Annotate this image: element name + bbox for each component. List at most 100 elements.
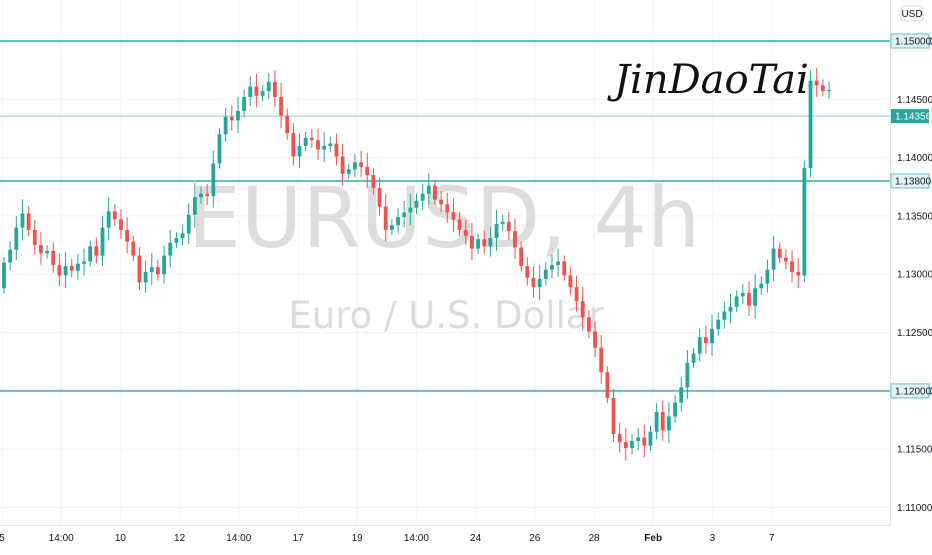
candle-body — [513, 231, 517, 248]
y-tick-label: 1.14500 — [897, 95, 932, 106]
y-tick-label: 1.13000 — [897, 270, 932, 281]
candle-body — [759, 283, 764, 289]
candle-body — [377, 187, 382, 207]
candle-body — [383, 206, 388, 230]
candle-body — [439, 199, 444, 205]
candle-body — [248, 86, 253, 97]
candle-body — [106, 211, 111, 228]
x-tick-label: 14:00 — [49, 533, 74, 544]
candle-body — [445, 204, 450, 213]
y-tick-label: 1.11500 — [897, 445, 932, 456]
level-badge — [890, 383, 930, 399]
candle-body — [765, 269, 770, 284]
candle-body — [322, 145, 327, 150]
candle-body — [402, 212, 407, 218]
candle-body — [482, 239, 487, 247]
candle-body — [199, 193, 203, 198]
level-badge — [890, 173, 930, 189]
x-tick-label: 12 — [174, 533, 186, 544]
candle-body — [574, 287, 579, 302]
candle-body — [100, 227, 105, 256]
candle-body — [242, 96, 247, 111]
candle-body — [685, 362, 690, 388]
candle-body — [722, 311, 727, 320]
candle-body — [254, 86, 259, 96]
candle-body — [623, 442, 628, 449]
candle-body — [82, 261, 86, 264]
candle-body — [8, 249, 13, 263]
candle-body — [20, 213, 25, 228]
candle-body — [630, 441, 634, 449]
time-axis[interactable]: 5 14:00 10 12 14:00 17 19 14:00 24 26 28 Feb 3 7 — [0, 533, 775, 544]
candle-body — [396, 217, 400, 226]
price-axis[interactable]: 1.11000 1.11500 1.12000 1.12500 1.13000 1.135… — [890, 33, 932, 514]
candle-body — [777, 248, 782, 258]
candle-body — [433, 185, 437, 200]
last-price-label: 1.14356 — [895, 112, 932, 123]
candle-body — [223, 116, 228, 135]
candle-body — [45, 250, 50, 254]
candle-body — [266, 81, 271, 92]
x-tick-label: 19 — [352, 533, 364, 544]
candle-body — [451, 212, 456, 220]
candle-body — [26, 213, 31, 230]
candle-body — [494, 224, 499, 239]
y-tick-label: 1.12500 — [897, 328, 932, 339]
candle-body — [753, 288, 758, 306]
candle-body — [642, 437, 647, 446]
candle-body — [703, 337, 708, 344]
candle-body — [94, 246, 99, 256]
candle-body — [796, 271, 801, 276]
candle-body — [580, 301, 585, 318]
candle-body — [414, 200, 419, 208]
candle-body — [728, 306, 733, 312]
candle-body — [673, 402, 677, 417]
candle-body — [75, 263, 80, 271]
candle-body — [51, 250, 56, 265]
candle-body — [543, 269, 548, 279]
candle-body — [500, 221, 505, 225]
candle-body — [371, 175, 376, 188]
candle-body — [272, 81, 277, 97]
candle-body — [470, 235, 474, 249]
level-badge-label: 1.15000 — [895, 36, 932, 47]
candle-body — [229, 116, 234, 121]
candle-body — [734, 296, 739, 307]
level-badge — [890, 33, 930, 49]
candle-body — [389, 225, 394, 230]
candle-body — [297, 145, 302, 157]
candle-body — [236, 110, 240, 121]
candle-body — [636, 437, 641, 442]
candle-body — [180, 233, 185, 239]
candle-body — [525, 266, 530, 278]
candle-body — [211, 163, 216, 197]
watermark-symbol: EURUSD, 4h — [188, 169, 701, 267]
candle-body — [285, 115, 290, 134]
candle-body — [740, 292, 745, 297]
level-badge-label: 1.13800 — [895, 176, 932, 187]
candle-body — [691, 353, 696, 363]
candle-body — [69, 266, 74, 271]
horizontal-levels — [0, 39, 890, 392]
candle-body — [599, 347, 604, 373]
candle-body — [168, 242, 173, 256]
signature-logo: JinDaoTai — [607, 57, 809, 103]
x-tick-label: Feb — [644, 533, 662, 544]
candle-body — [771, 248, 776, 270]
candle-body — [88, 246, 93, 262]
x-tick-label: 5 — [0, 533, 5, 544]
candle-body — [586, 317, 591, 332]
candle-body — [476, 239, 480, 249]
candle-body — [112, 211, 117, 220]
currency-button[interactable]: USD — [900, 5, 924, 22]
candle-body — [716, 319, 721, 330]
x-tick-label: 26 — [529, 533, 541, 544]
candle-body — [260, 91, 265, 96]
candle-body — [334, 143, 339, 157]
candle-body — [463, 229, 468, 236]
candle-body — [747, 292, 751, 306]
candle-body — [174, 238, 179, 243]
currency-label: USD — [901, 9, 922, 20]
candle-body — [149, 267, 154, 272]
candle-body — [340, 156, 345, 174]
